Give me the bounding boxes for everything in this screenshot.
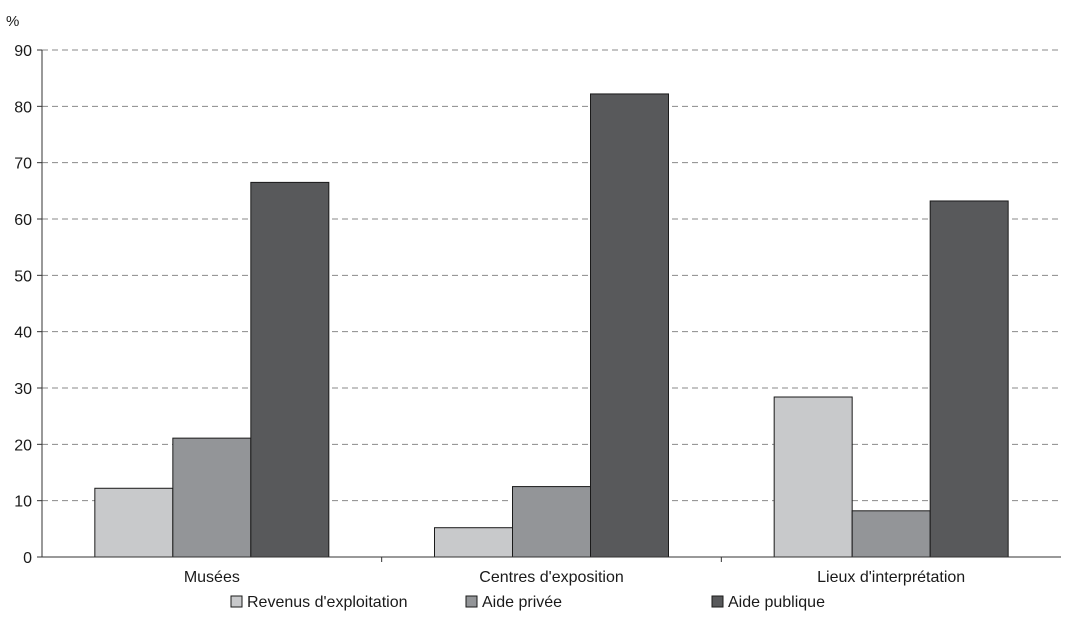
bar <box>94 487 174 558</box>
y-tick-label: 70 <box>14 156 32 173</box>
bars <box>94 93 1009 558</box>
legend-label: Revenus d'exploitation <box>247 594 408 611</box>
gridlines <box>42 49 1061 502</box>
bar <box>851 510 931 558</box>
legend-label: Aide privée <box>482 594 562 611</box>
legend: Revenus d'exploitation Aide privée Aide pu… <box>230 594 825 611</box>
legend-label: Aide publique <box>728 594 825 611</box>
axes: 0 10 20 30 40 50 60 70 80 90 Musées Centres d'expos… <box>14 43 1061 586</box>
legend-swatch <box>230 595 243 608</box>
x-category-label: Lieux d'interprétation <box>817 569 965 586</box>
y-tick-label: 30 <box>14 381 32 398</box>
y-tick-label: 0 <box>23 550 32 567</box>
y-tick-label: 60 <box>14 212 32 229</box>
bar <box>590 93 669 558</box>
bar <box>250 181 330 558</box>
y-tick-label: 90 <box>14 43 32 60</box>
y-tick-label: 50 <box>14 268 32 285</box>
y-tick-label: 80 <box>14 99 32 116</box>
bar <box>512 486 591 558</box>
bar <box>434 527 513 558</box>
bar <box>929 200 1009 558</box>
y-tick-label: 40 <box>14 325 32 342</box>
bar <box>172 437 252 558</box>
y-tick-label: 10 <box>14 494 32 511</box>
x-category-label: Centres d'exposition <box>479 569 623 586</box>
bar <box>773 396 853 558</box>
x-category-label: Musées <box>184 569 240 586</box>
y-axis-unit-label: % <box>6 13 19 30</box>
y-tick-label: 20 <box>14 437 32 454</box>
legend-swatch <box>465 595 478 608</box>
legend-swatch <box>711 595 724 608</box>
